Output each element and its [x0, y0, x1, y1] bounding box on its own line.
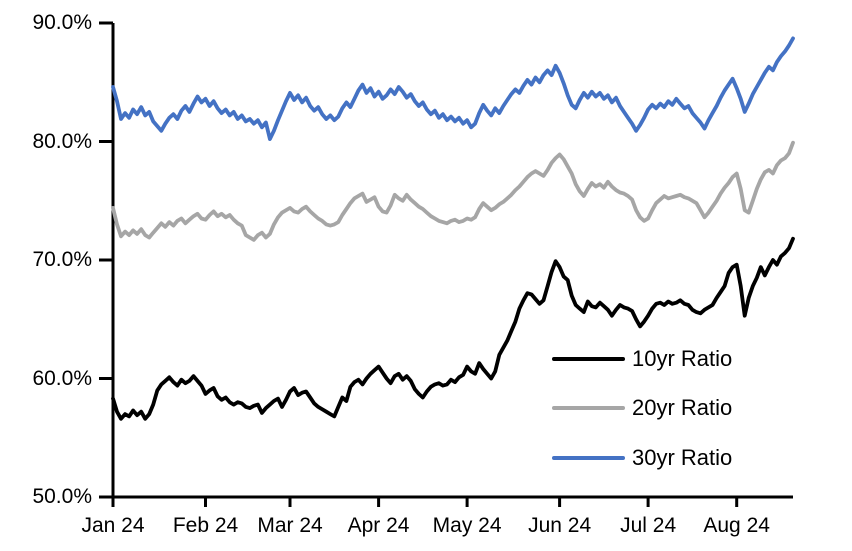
legend-line-swatch-10yr [552, 356, 625, 361]
x-tick-label-apr: Apr 24 [347, 514, 410, 537]
y-tick-label-60: 60.0% [32, 366, 92, 390]
legend-item-10yr-ratio: 10yr Ratio [552, 345, 733, 371]
x-tick-label-mar: Mar 24 [257, 514, 323, 537]
series-lines [111, 36, 795, 421]
legend-label-20yr: 20yr Ratio [632, 395, 733, 420]
series-line-20yr-ratio [111, 140, 795, 242]
y-tick-label-70: 70.0% [32, 248, 92, 271]
legend-line-swatch-20yr [552, 406, 625, 410]
y-tick-label-90: 90.0% [32, 11, 92, 34]
y-tick-label-80: 80.0% [32, 129, 92, 153]
legend-item-30yr-ratio: 30yr Ratio [552, 444, 733, 470]
legend-label-10yr: 10yr Ratio [632, 345, 733, 371]
x-tick-label-jul: Jul 24 [620, 514, 677, 537]
y-tick-label-50: 50.0% [32, 485, 92, 508]
x-tick-label-feb: Feb 24 [172, 514, 239, 537]
series-line-10yr-ratio [111, 236, 795, 421]
legend-label-30yr: 30yr Ratio [632, 444, 733, 470]
axes [99, 21, 793, 507]
series-line-30yr-ratio [111, 36, 795, 142]
x-tick-label-aug: Aug 24 [703, 514, 770, 537]
x-tick-label-jan: Jan 24 [81, 514, 145, 537]
legend-item-20yr-ratio: 20yr Ratio [552, 395, 733, 420]
x-tick-label-jun: Jun 24 [528, 514, 592, 537]
legend-line-swatch-30yr [552, 455, 625, 460]
x-tick-label-may: May 24 [432, 514, 502, 537]
